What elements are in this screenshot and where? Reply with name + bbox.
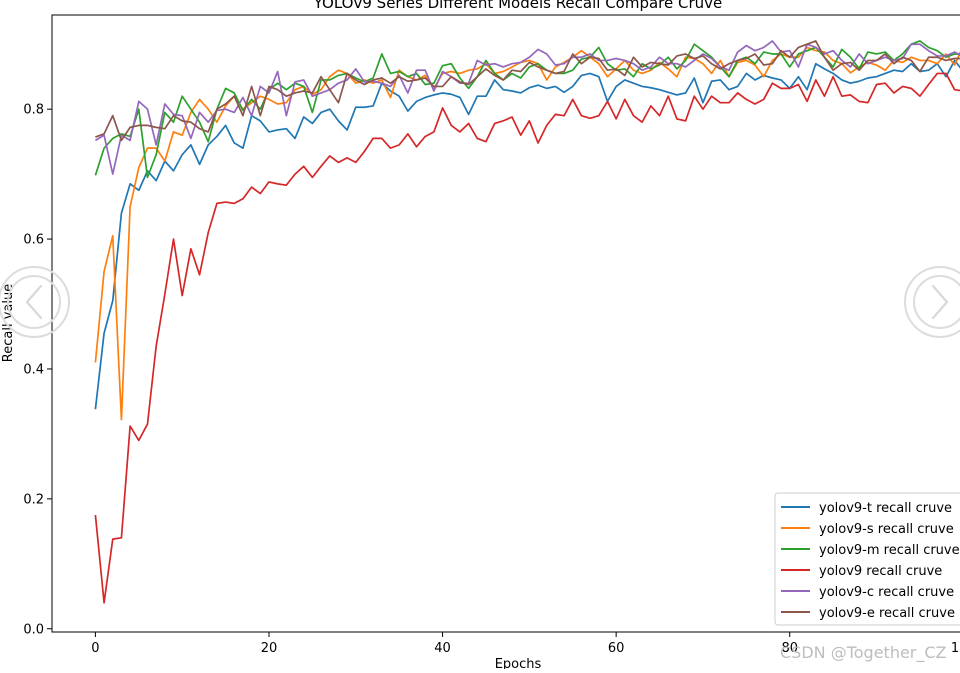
legend-item: yolov9-m recall cruve [781,543,960,558]
chevron-right-icon [931,284,949,320]
legend: yolov9-t recall cruve yolov9-s recall cru… [774,492,960,626]
legend-box [774,492,960,626]
axis-layer: 0 20 40 60 80 100 0.0 0.2 0.4 0.6 0.8 [23,103,960,656]
legend-label: yolov9-t recall cruve [819,501,952,516]
x-axis-label: Epochs [495,657,542,669]
plot-frame [51,14,960,633]
prev-button-inner-ring [7,275,61,329]
series-line-4 [94,40,960,175]
series-line-3 [94,72,960,604]
legend-items: yolov9-t recall cruve yolov9-s recall cru… [781,501,960,621]
legend-item: yolov9-s recall cruve [781,522,954,537]
x-tick-label: 80 [781,641,798,656]
watermark: CSDN @Together_CZ [780,643,947,663]
y-tick-label: 0.0 [23,622,44,637]
legend-item: yolov9-e recall cruve [781,606,955,621]
legend-label: yolov9 recall cruve [819,564,942,579]
x-tick-label: 20 [261,641,278,656]
legend-label: yolov9-s recall cruve [819,522,954,537]
legend-label: yolov9-m recall cruve [819,543,960,558]
next-button-inner-ring [913,275,960,329]
series-line-0 [94,59,960,410]
x-tick-label: 60 [608,641,625,656]
x-tick-label: 100 [951,641,960,656]
chart-title: YOLOv9 Series Different Models Recall Co… [313,0,723,12]
y-axis-label: Recall value [1,284,16,362]
prev-button-ring [0,266,70,338]
legend-item: yolov9-t recall cruve [781,501,952,516]
y-tick-label: 0.6 [23,233,44,248]
next-image-button[interactable] [904,266,960,338]
y-tick-label: 0.4 [23,362,44,377]
legend-item: yolov9-c recall cruve [781,585,954,600]
legend-item: yolov9 recall cruve [781,564,942,579]
x-tick-label: 40 [434,641,451,656]
legend-label: yolov9-e recall cruve [819,606,955,621]
legend-label: yolov9-c recall cruve [819,585,954,600]
series-line-2 [94,40,960,179]
y-tick-label: 0.8 [23,103,44,118]
series-layer [94,40,960,604]
chevron-left-icon [25,284,43,320]
x-tick-label: 0 [91,641,99,656]
y-tick-label: 0.2 [23,492,44,507]
next-button-ring [904,266,960,338]
prev-image-button[interactable] [0,266,70,338]
series-line-5 [95,40,960,142]
